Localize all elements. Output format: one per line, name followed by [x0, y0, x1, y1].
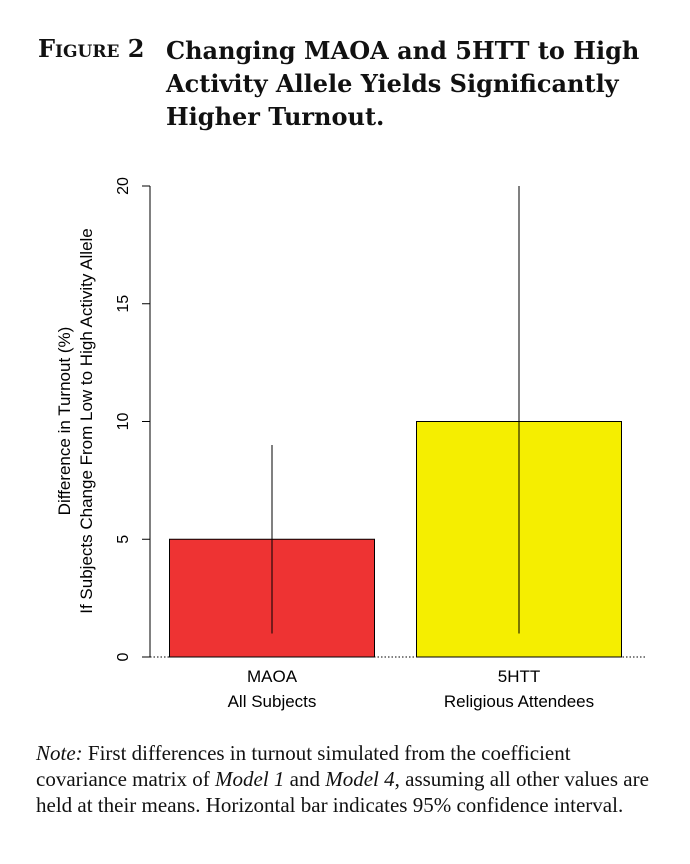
- figure-title: Changing MAOA and 5HTT to High Activity …: [166, 36, 640, 131]
- note-label: Note:: [36, 741, 83, 765]
- note-model-1: Model 1: [215, 767, 285, 791]
- x-category-label-1-line-1: MAOA: [247, 667, 298, 686]
- note-text-1: First differences in turnout simulated f…: [36, 741, 571, 791]
- figure-number: Figure 2: [38, 34, 145, 63]
- x-category-label-2-line-1: 5HTT: [498, 667, 541, 686]
- y-axis-title-line-2: If Subjects Change From Low to High Acti…: [77, 228, 96, 614]
- note-text-3: , assuming all other values are held at …: [36, 767, 649, 817]
- y-tick-label-0: 0: [115, 652, 132, 661]
- note-text-2: and: [284, 767, 326, 791]
- y-axis-title-line-1: Difference in Turnout (%): [55, 327, 74, 516]
- figure-note: Note: First differences in turnout simul…: [36, 740, 662, 818]
- y-tick-label-2: 10: [115, 413, 132, 431]
- y-tick-label-1: 5: [115, 535, 132, 544]
- note-model-4: Model 4: [325, 767, 395, 791]
- x-category-label-1-line-2: All Subjects: [228, 692, 317, 711]
- y-tick-label-4: 20: [115, 177, 132, 195]
- x-category-label-2-line-2: Religious Attendees: [444, 692, 594, 711]
- y-tick-label-3: 15: [115, 295, 132, 313]
- bar-chart: 0 5 10 15 20 Difference in Turnout (%) If Subj…: [55, 177, 645, 711]
